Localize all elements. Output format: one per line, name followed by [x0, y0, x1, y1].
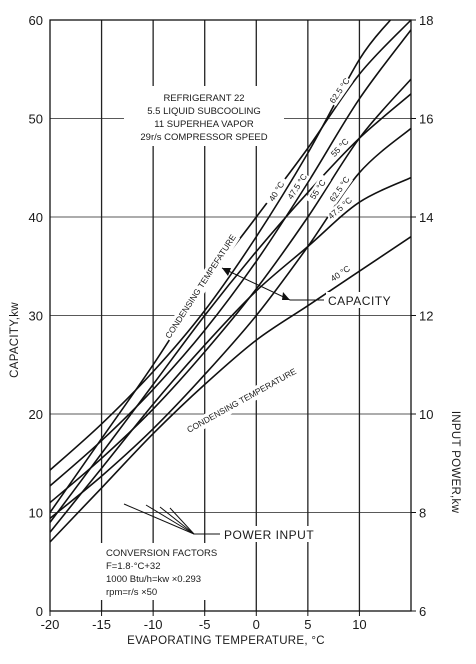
power-curve-label-group: 40 °C [324, 260, 357, 287]
y-left-tick-label: 10 [29, 506, 43, 521]
capacity-curve [49, 29, 412, 487]
x-tick-label: 5 [304, 617, 311, 632]
x-tick-label: -10 [144, 617, 163, 632]
power-input-callout: POWER INPUT [123, 503, 314, 542]
y-left-tick-label: 20 [29, 407, 43, 422]
capacity-curve [49, 127, 412, 520]
y-axis-title-right: INPUT POWER,kw [449, 411, 461, 514]
x-tick-label: -15 [92, 617, 111, 632]
conversion-factors: CONVERSION FACTORS F=1.8·°C+32 1000 Btu/… [100, 543, 220, 600]
y-right-tick-label: 16 [419, 112, 433, 127]
power-curve [49, 93, 412, 523]
x-tick-label: -5 [199, 617, 211, 632]
note-line-2: 5.5 LIQUID SUBCOOLING [147, 106, 261, 117]
capacity-curve [49, 19, 392, 471]
conversion-line-2: F=1.8·°C+32 [106, 561, 161, 572]
capacity-curve [49, 78, 412, 504]
y-left-tick-label: 50 [29, 112, 43, 127]
conditions-note: REFRIGERANT 22 5.5 LIQUID SUBCOOLING 11 … [124, 86, 284, 146]
capacity-callout: CAPACITY [221, 267, 392, 308]
y-right-tick-label: 12 [419, 309, 433, 324]
conversion-line-4: rpm=r/s ×50 [106, 587, 157, 598]
y-right-tick-label: 14 [419, 210, 433, 225]
y-right-tick-label: 8 [419, 506, 426, 521]
y-left-tick-label: 0 [36, 604, 43, 619]
y-right-tick-label: 10 [419, 407, 433, 422]
power-input-callout-label: POWER INPUT [224, 528, 314, 542]
curves: 40 °C47.5 °C55 °C 62.5 °C62.5 °C55 °C47.5… [49, 19, 412, 543]
note-line-3: 11 SUPERHEA VAPOR [154, 119, 254, 130]
power-condensing-label: CONDENSING TEMPERATURE [185, 366, 298, 435]
note-line-1: REFRIGERANT 22 [163, 93, 244, 104]
power-group-label: CONDENSING TEMPERATURE [183, 364, 301, 438]
y-right-tick-label: 18 [419, 13, 433, 28]
x-axis-title: EVAPORATING TEMPERATURE, °C [127, 635, 325, 647]
y-left-tick-label: 60 [29, 13, 43, 28]
power-curve [49, 236, 412, 543]
y-right-tick-label: 6 [419, 604, 426, 619]
ticks: -20 -15 -10 -5 0 5 10 0 10 20 30 40 50 60 6 8 10 12 14 16 18 [29, 13, 434, 632]
conversion-line-1: CONVERSION FACTORS [106, 548, 217, 559]
y-axis-title-left: CAPACITY,kw [9, 302, 21, 378]
capacity-callout-label: CAPACITY [328, 294, 391, 308]
y-left-tick-label: 30 [29, 309, 43, 324]
x-tick-label: -20 [41, 617, 60, 632]
power-curve [49, 176, 412, 533]
x-tick-label: 0 [253, 617, 260, 632]
x-tick-label: 10 [352, 617, 366, 632]
note-line-4: 29r/s COMPRESSOR SPEED [140, 132, 267, 143]
conversion-line-3: 1000 Btu/h=kw ×0.293 [106, 574, 201, 585]
y-left-tick-label: 40 [29, 210, 43, 225]
